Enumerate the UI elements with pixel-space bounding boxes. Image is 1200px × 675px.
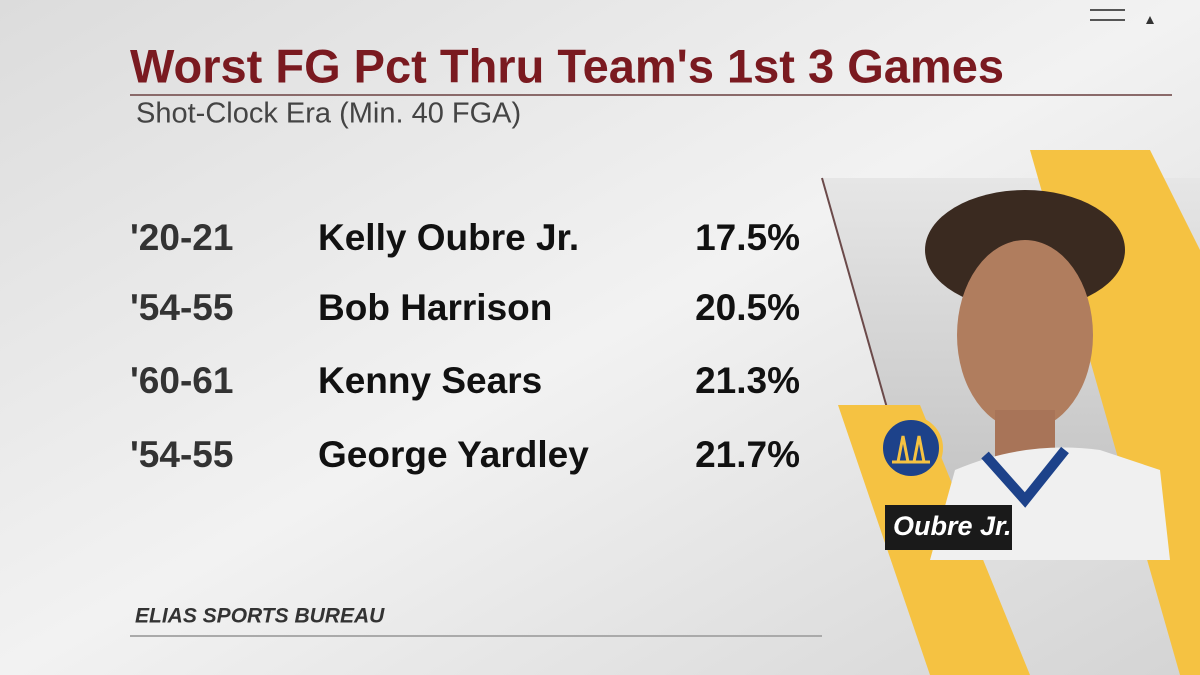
player: Kenny Sears	[318, 360, 542, 401]
jersey-trim	[981, 446, 1069, 508]
subtitle: Shot-Clock Era (Min. 40 FGA)	[136, 98, 521, 130]
source: ELIAS SPORTS BUREAU	[135, 605, 385, 628]
player-panel: Oubre Jr.	[821, 150, 1200, 675]
caption-box	[885, 505, 1012, 550]
fg-pct: 21.3%	[695, 360, 800, 401]
player: Kelly Oubre Jr.	[318, 217, 579, 258]
player: George Yardley	[318, 434, 589, 475]
season: '54-55	[130, 287, 233, 328]
fg-pct: 20.5%	[695, 287, 800, 328]
logo-bridge	[892, 435, 930, 464]
team-logo	[879, 416, 943, 480]
season: '60-61	[130, 360, 233, 401]
fg-pct: 21.7%	[695, 434, 800, 475]
face	[957, 240, 1093, 430]
menu-icon	[1090, 9, 1125, 21]
arrow-icon	[1146, 16, 1154, 24]
fg-pct: 17.5%	[695, 217, 800, 258]
table: '20-21 Kelly Oubre Jr. 17.5% '54-55 Bob …	[130, 217, 800, 475]
season: '20-21	[130, 217, 233, 258]
player-caption: Oubre Jr.	[893, 511, 1012, 541]
title: Worst FG Pct Thru Team's 1st 3 Games	[130, 39, 1004, 92]
season: '54-55	[130, 434, 233, 475]
player: Bob Harrison	[318, 287, 552, 328]
